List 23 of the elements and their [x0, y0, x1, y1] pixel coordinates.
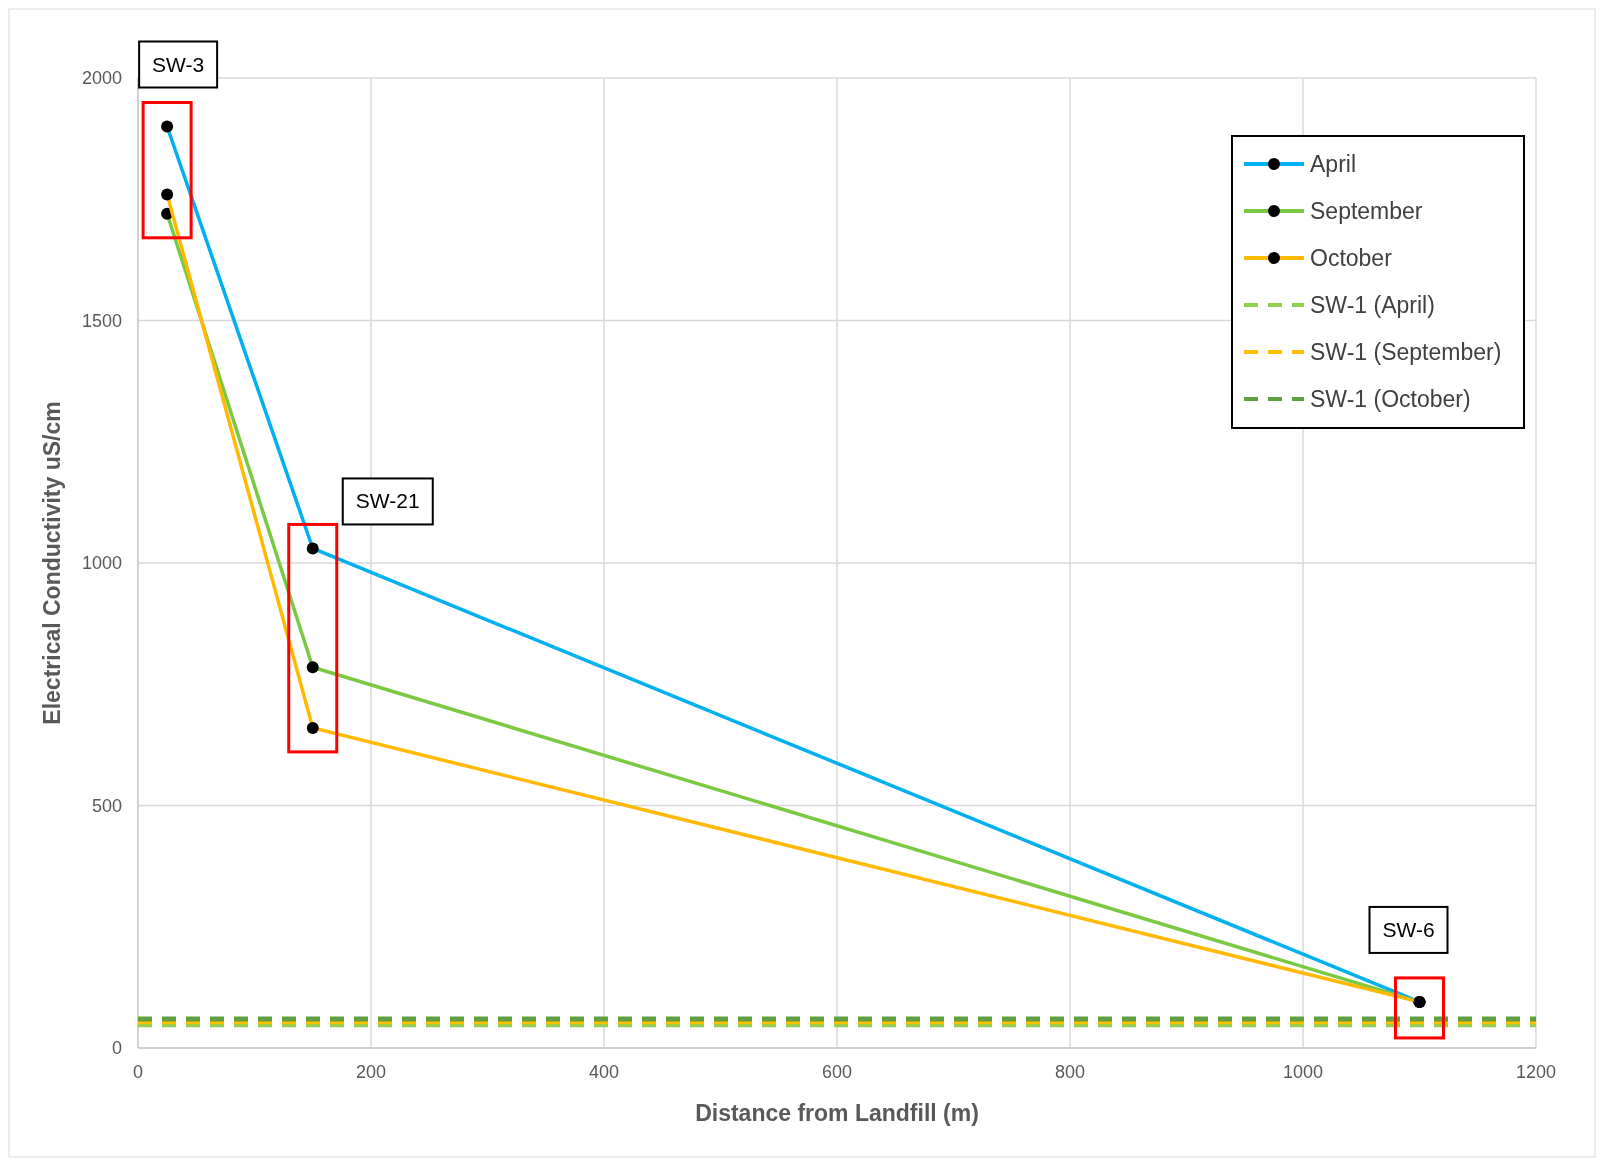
- y-tick-label: 1500: [81, 310, 122, 331]
- x-tick-label: 800: [1054, 1062, 1086, 1082]
- y-tick-label: 2000: [81, 68, 122, 89]
- x-tick-label: 1200: [1515, 1062, 1557, 1082]
- x-tick-label: 600: [821, 1062, 853, 1082]
- y-tick-label: 0: [111, 1038, 122, 1059]
- annotation: SW-6: [1382, 917, 1435, 941]
- x-tick-label: 0: [132, 1062, 144, 1082]
- x-axis-title: Distance from Landfill (m): [695, 1100, 979, 1126]
- legend-label: SW-1 (September): [1310, 339, 1502, 366]
- legend-label: SW-1 (April): [1310, 292, 1435, 319]
- y-axis-title: Electrical Conductivity uS/cm: [39, 401, 65, 725]
- annotation: SW-21: [355, 489, 420, 513]
- y-tick-label: 500: [91, 795, 122, 816]
- x-tick-label: 400: [588, 1062, 620, 1082]
- legend-label: SW-1 (October): [1310, 386, 1471, 413]
- annotation: SW-3: [152, 52, 205, 76]
- legend-label: September: [1310, 198, 1423, 225]
- legend-label: October: [1310, 245, 1393, 272]
- y-tick-label: 1000: [81, 553, 122, 574]
- x-tick-label: 1000: [1282, 1062, 1324, 1082]
- x-tick-label: 200: [355, 1062, 387, 1082]
- legend-label: April: [1310, 151, 1357, 178]
